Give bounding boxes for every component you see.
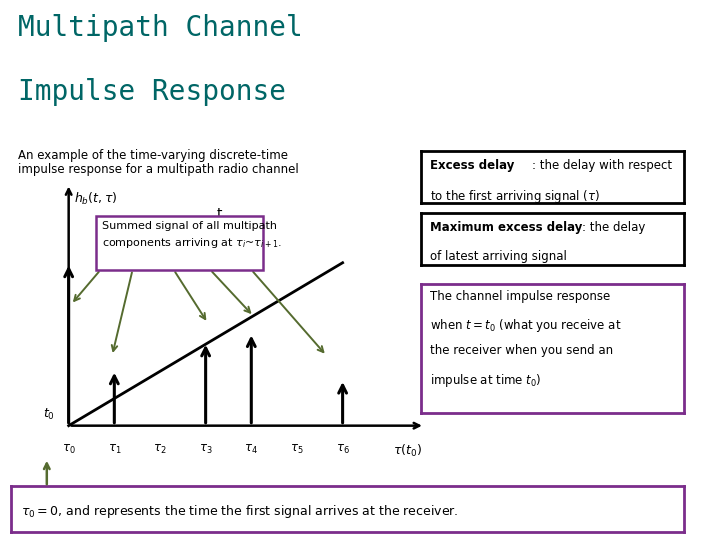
- Text: the receiver when you send an: the receiver when you send an: [431, 345, 613, 357]
- Text: Multipath Channel: Multipath Channel: [18, 14, 302, 42]
- Text: Maximum excess delay: Maximum excess delay: [431, 221, 582, 234]
- Text: $\tau_4$: $\tau_4$: [244, 443, 258, 456]
- Text: Summed signal of all multipath
components arriving at $\tau_i$~$\tau_{i+1}$.: Summed signal of all multipath component…: [102, 221, 282, 250]
- Text: $\tau_0 = 0$, and represents the time the first signal arrives at the receiver.: $\tau_0 = 0$, and represents the time th…: [21, 503, 459, 521]
- Text: The channel impulse response: The channel impulse response: [431, 290, 611, 303]
- Text: : the delay: : the delay: [582, 221, 645, 234]
- Text: of latest arriving signal: of latest arriving signal: [431, 250, 567, 263]
- Text: Excess delay: Excess delay: [431, 159, 515, 172]
- FancyBboxPatch shape: [96, 216, 263, 269]
- Text: $\tau_0$: $\tau_0$: [62, 443, 76, 456]
- Text: Impulse Response: Impulse Response: [18, 78, 286, 106]
- Text: impulse at time $t_0$): impulse at time $t_0$): [431, 372, 542, 389]
- Text: $\tau_6$: $\tau_6$: [336, 443, 349, 456]
- Text: $\tau_1$: $\tau_1$: [107, 443, 121, 456]
- Text: An example of the time-varying discrete-time
impulse response for a multipath ra: An example of the time-varying discrete-…: [18, 148, 299, 177]
- Text: $\tau(t_0)$: $\tau(t_0)$: [394, 443, 423, 460]
- Text: t: t: [217, 207, 222, 221]
- Text: $h_b(t,\tau)$: $h_b(t,\tau)$: [74, 191, 117, 207]
- Text: $\tau_2$: $\tau_2$: [153, 443, 167, 456]
- Text: when $t = t_0$ (what you receive at: when $t = t_0$ (what you receive at: [431, 317, 622, 334]
- Text: to the first arriving signal ($\tau$): to the first arriving signal ($\tau$): [431, 188, 600, 205]
- Text: : the delay with respect: : the delay with respect: [531, 159, 672, 172]
- Text: $t_0$: $t_0$: [43, 407, 55, 422]
- Text: $\tau_5$: $\tau_5$: [290, 443, 304, 456]
- Text: $\tau_3$: $\tau_3$: [199, 443, 212, 456]
